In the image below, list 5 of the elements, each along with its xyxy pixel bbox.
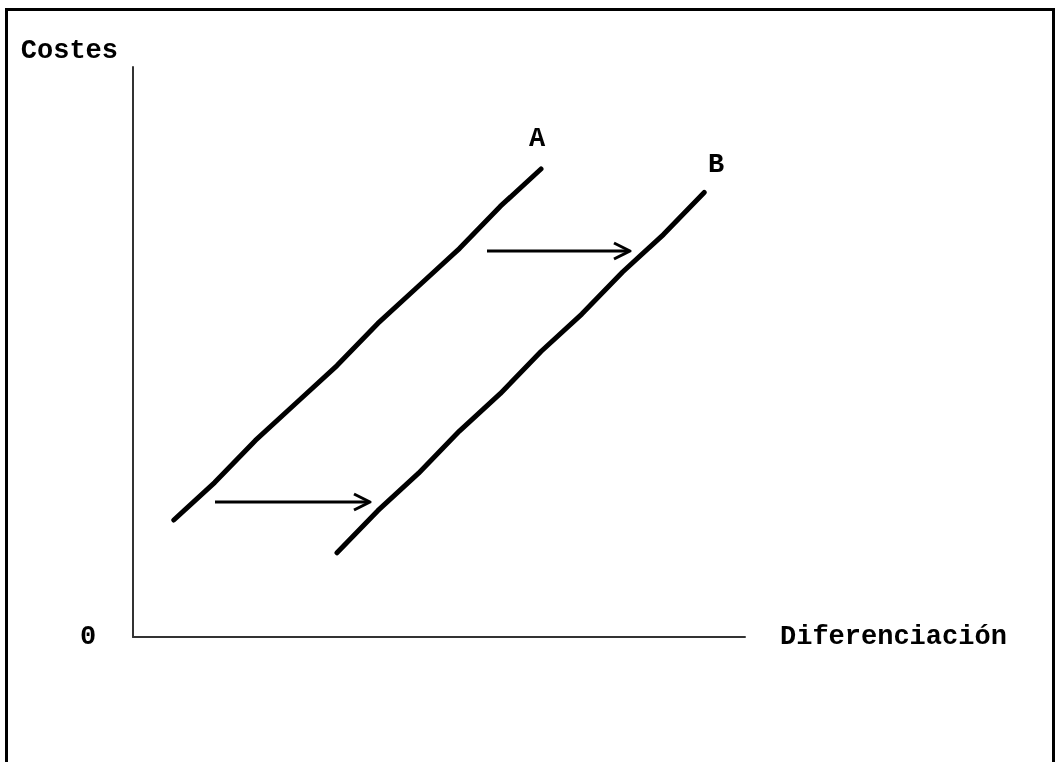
text: 0 xyxy=(80,621,97,652)
series-label: A xyxy=(528,124,546,155)
series-label: B xyxy=(708,150,725,181)
y-axis-title: Costes xyxy=(20,36,118,66)
x-axis-title: Diferenciación xyxy=(780,622,1007,652)
